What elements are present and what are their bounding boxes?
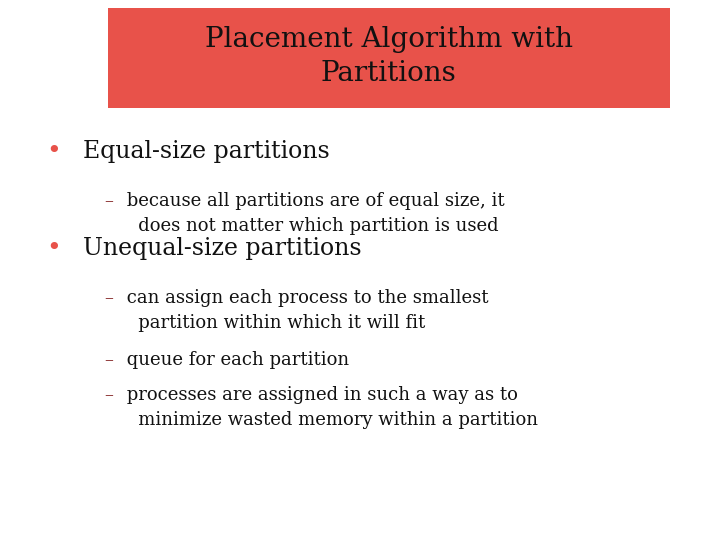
Text: –: – [104, 289, 113, 307]
Text: –: – [104, 351, 113, 369]
Text: Equal-size partitions: Equal-size partitions [83, 140, 330, 163]
FancyBboxPatch shape [108, 8, 670, 108]
Text: queue for each partition: queue for each partition [121, 351, 349, 369]
Text: •: • [47, 237, 61, 260]
Text: Placement Algorithm with
Partitions: Placement Algorithm with Partitions [204, 26, 573, 87]
Text: –: – [104, 386, 113, 404]
Text: processes are assigned in such a way as to
   minimize wasted memory within a pa: processes are assigned in such a way as … [121, 386, 538, 429]
Text: can assign each process to the smallest
   partition within which it will fit: can assign each process to the smallest … [121, 289, 488, 332]
Text: Unequal-size partitions: Unequal-size partitions [83, 237, 361, 260]
Text: –: – [104, 192, 113, 210]
Text: because all partitions are of equal size, it
   does not matter which partition : because all partitions are of equal size… [121, 192, 505, 235]
Text: •: • [47, 140, 61, 163]
